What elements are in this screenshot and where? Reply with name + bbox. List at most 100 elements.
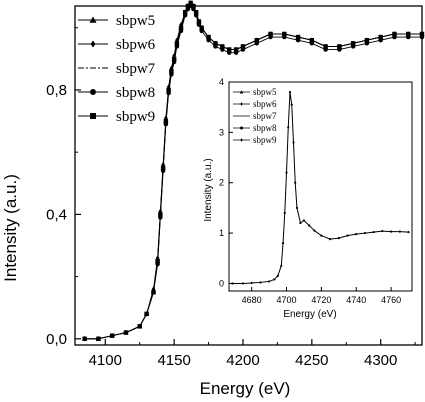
inset-data-point <box>267 280 271 283</box>
inset-background <box>198 77 420 320</box>
inset-legend-label: sbpw9 <box>253 135 277 145</box>
inset-data-point <box>320 234 323 237</box>
legend-swatch-marker <box>89 16 97 23</box>
data-point-sbpw9 <box>191 3 196 9</box>
inset-data-point <box>302 219 306 222</box>
main-plot-frame <box>74 5 423 346</box>
legend-label: sbpw8 <box>116 85 155 101</box>
inset-data-point <box>285 171 288 174</box>
inset-data-point <box>355 232 358 236</box>
inset-x-tick-label: 4680 <box>242 295 262 305</box>
series-sbpw9 <box>82 0 425 341</box>
data-point-sbpw9 <box>254 38 259 43</box>
data-point-sbpw9 <box>240 44 246 49</box>
main-y-tick-label: 0,0 <box>46 331 67 348</box>
data-point-sbpw9 <box>123 330 129 335</box>
inset-legend-item: sbpw9 <box>233 135 277 145</box>
data-point-sbpw9 <box>295 34 301 40</box>
data-point-sbpw9 <box>337 44 342 49</box>
inset-legend-label: sbpw6 <box>253 99 277 109</box>
data-point-sbpw9 <box>171 56 177 62</box>
inset-legend-item: sbpw7 <box>233 111 277 121</box>
data-point-sbpw9 <box>419 31 425 37</box>
inset-legend-label: sbpw7 <box>253 111 277 121</box>
series-line-sbpw9 <box>84 2 422 340</box>
inset-legend-swatch-marker <box>239 90 244 94</box>
data-point-sbpw9 <box>188 0 193 6</box>
inset-data-point <box>288 90 292 94</box>
inset-data-point <box>283 211 286 215</box>
inset-data-point <box>389 230 393 233</box>
legend-label: sbpw6 <box>116 37 156 53</box>
data-point-sbpw9 <box>364 38 370 43</box>
inset-y-tick-label: 4 <box>219 77 224 87</box>
inset-data-point <box>231 282 234 285</box>
inset-x-tick-label: 4760 <box>381 295 401 305</box>
data-point-sbpw9 <box>199 25 204 30</box>
data-point-sbpw9 <box>96 336 101 341</box>
inset-legend-swatch-marker <box>240 102 243 106</box>
inset-data-point <box>337 237 340 240</box>
data-point-sbpw9 <box>166 87 171 93</box>
data-point-sbpw9 <box>158 212 163 217</box>
inset-data-point <box>346 234 349 237</box>
data-point-sbpw9 <box>392 31 397 37</box>
inset-legend-swatch-marker <box>239 126 244 130</box>
inset-y-tick-label: 3 <box>219 127 224 137</box>
data-point-sbpw9 <box>169 69 174 74</box>
inset-plot-frame <box>228 81 413 292</box>
data-point-sbpw9 <box>185 3 191 9</box>
inset-y-axis-ticks: 0 1 2 3 4 <box>219 77 233 288</box>
legend-label: sbpw7 <box>116 61 156 77</box>
inset-data-point <box>313 229 316 232</box>
inset-series-layer <box>231 90 410 285</box>
inset-data-point <box>295 206 299 210</box>
data-point-sbpw9 <box>282 31 287 37</box>
data-point-sbpw9 <box>182 10 188 15</box>
main-x-axis-ticks: 4100 4150 4200 4250 4300 <box>89 339 416 369</box>
data-point-sbpw9 <box>151 289 156 295</box>
legend-swatch-marker <box>90 40 96 48</box>
main-x-tick-label: 4150 <box>157 352 190 369</box>
data-point-sbpw9 <box>406 31 411 37</box>
inset-data-point <box>328 238 332 241</box>
data-point-sbpw9 <box>163 118 169 124</box>
inset-data-point <box>308 224 311 227</box>
data-point-sbpw9 <box>196 19 202 24</box>
inset-legend-label: sbpw8 <box>253 123 277 133</box>
inset-y-axis-title: Intensity (a.u.) <box>203 158 214 221</box>
inset-data-point <box>407 230 410 234</box>
main-series-layer <box>82 0 425 342</box>
inset-data-point <box>294 181 297 184</box>
legend-item-sbpw5: sbpw5 <box>78 13 155 29</box>
inset-legend-label: sbpw5 <box>253 87 277 97</box>
inset-data-point <box>381 229 384 233</box>
inset-y-tick-label: 1 <box>219 228 224 238</box>
inset-data-point <box>276 274 279 277</box>
inset-data-point <box>280 264 283 267</box>
data-point-sbpw9 <box>82 336 87 341</box>
inset-data-point <box>292 141 295 144</box>
inset-data-point <box>287 126 290 129</box>
legend-item-sbpw8: sbpw8 <box>78 85 155 101</box>
data-point-sbpw9 <box>206 34 211 40</box>
data-point-sbpw9 <box>144 311 149 317</box>
inset-data-point <box>259 281 262 284</box>
data-point-sbpw9 <box>350 41 356 46</box>
inset-y-tick-label: 0 <box>219 278 224 288</box>
inset-legend-item: sbpw8 <box>233 123 277 133</box>
data-point-sbpw9 <box>268 31 273 37</box>
inset-data-point <box>290 103 293 106</box>
legend-item-sbpw7: sbpw7 <box>78 61 156 77</box>
inset-legend-item: sbpw6 <box>233 99 277 109</box>
data-point-sbpw9 <box>178 25 184 30</box>
legend-swatch-marker <box>90 89 96 95</box>
main-y-tick-label: 0,4 <box>46 206 67 223</box>
main-x-tick-label: 4250 <box>295 352 328 369</box>
main-y-axis-title: Intensity (a.u.) <box>1 174 20 282</box>
main-legend: sbpw5 sbpw6 sbpw7 sbpw8 sbpw9 <box>78 13 156 125</box>
inset-data-point <box>273 278 276 281</box>
main-x-tick-label: 4300 <box>364 352 397 369</box>
inset-y-tick-label: 2 <box>219 178 224 188</box>
